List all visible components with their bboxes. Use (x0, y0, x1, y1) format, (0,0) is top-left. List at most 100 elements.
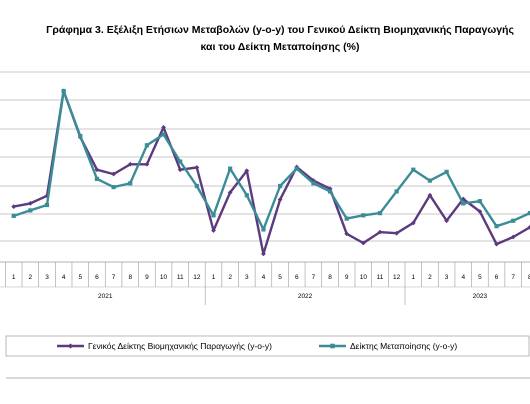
data-point (377, 211, 383, 216)
data-point (227, 190, 233, 195)
data-point (294, 166, 299, 171)
chart-title-line2: και του Δείκτη Μεταποίησης (%) (200, 41, 360, 53)
data-point (244, 193, 249, 198)
data-point (61, 88, 66, 94)
data-point (161, 132, 166, 137)
data-point (111, 171, 116, 177)
data-point (494, 224, 499, 229)
data-point (144, 161, 150, 167)
data-point (344, 216, 349, 221)
month-tick-label: 7 (511, 274, 515, 281)
data-point (444, 169, 449, 174)
month-tick-label: 3 (245, 274, 249, 281)
data-point (44, 202, 50, 208)
month-tick-label: 2 (228, 274, 232, 281)
month-tick-label: 8 (528, 274, 530, 281)
month-tick-label: 5 (478, 274, 482, 281)
data-point (211, 213, 216, 218)
data-point (510, 234, 516, 240)
month-tick-label: 7 (312, 274, 316, 281)
data-point (78, 133, 83, 139)
month-tick-label: 6 (495, 274, 499, 281)
data-point (444, 218, 449, 224)
data-point (161, 124, 166, 130)
month-tick-label: 10 (360, 274, 368, 281)
data-point (394, 189, 399, 194)
month-tick-label: 4 (62, 274, 66, 281)
legend-marker (67, 343, 74, 349)
month-tick-label: 3 (45, 274, 49, 281)
month-tick-label: 5 (278, 274, 282, 281)
data-point (211, 228, 216, 233)
data-point (261, 251, 266, 257)
legend-label-1: Γενικός Δείκτης Βιομηχανικής Παραγωγής (… (88, 341, 272, 351)
data-point (394, 230, 400, 236)
year-label: 2023 (473, 293, 488, 300)
month-tick-label: 5 (78, 274, 82, 281)
month-tick-label: 1 (212, 274, 216, 281)
data-point (278, 183, 283, 189)
data-point (144, 143, 149, 148)
month-tick-label: 9 (145, 274, 149, 281)
month-tick-label: 2 (428, 274, 432, 281)
month-tick-label: 8 (128, 274, 132, 281)
month-tick-label: 11 (377, 274, 384, 281)
gridlines (0, 71, 530, 242)
data-point (11, 204, 17, 210)
data-point (27, 200, 33, 206)
data-point (277, 197, 283, 202)
series-line-2 (13, 89, 530, 231)
data-point (511, 218, 516, 223)
data-point (111, 184, 116, 190)
legend-marker (330, 343, 335, 349)
month-tick-label: 2 (29, 274, 33, 281)
month-tick-label: 9 (345, 274, 349, 281)
data-point (177, 167, 183, 173)
data-point (477, 199, 482, 204)
data-point (228, 166, 233, 171)
data-point (194, 183, 199, 189)
year-label: 2022 (298, 293, 313, 300)
series-line-1 (13, 89, 530, 256)
month-tick-label: 4 (262, 274, 266, 281)
data-point (410, 220, 416, 226)
legend-label-2: Δείκτης Μεταποίησης (y-o-y) (350, 341, 457, 351)
month-tick-label: 7 (112, 274, 116, 281)
series-lines (11, 88, 530, 257)
month-tick-label: 12 (193, 274, 201, 281)
data-point (377, 229, 383, 235)
data-point (411, 167, 416, 172)
data-point (127, 161, 133, 167)
data-point (527, 224, 530, 230)
data-point (94, 167, 100, 173)
month-tick-label: 1 (12, 274, 16, 281)
data-point (494, 241, 499, 247)
data-point (94, 176, 100, 182)
chart-title-line1: Γράφημα 3. Εξέλιξη Ετήσιων Μεταβολών (y-… (46, 24, 514, 36)
data-point (28, 208, 33, 213)
x-axis: 1234567891011121234567891011121234567892… (0, 261, 530, 305)
data-point (360, 240, 366, 246)
month-tick-label: 4 (461, 274, 465, 281)
data-point (361, 213, 366, 218)
month-tick-label: 8 (328, 274, 332, 281)
data-point (527, 211, 530, 216)
chart-title: Γράφημα 3. Εξέλιξη Ετήσιων Μεταβολών (y-… (0, 22, 530, 56)
year-label: 2021 (98, 293, 113, 300)
month-tick-label: 10 (160, 274, 168, 281)
data-point (427, 192, 433, 198)
data-point (311, 181, 316, 186)
data-point (344, 231, 350, 237)
data-point (194, 165, 200, 170)
month-tick-label: 11 (177, 274, 184, 281)
month-tick-label: 12 (393, 274, 401, 281)
data-point (427, 178, 433, 183)
data-point (178, 159, 183, 164)
data-point (460, 196, 466, 202)
legend: Γενικός Δείκτης Βιομηχανικής Παραγωγής (… (5, 335, 530, 379)
month-tick-label: 3 (445, 274, 449, 281)
data-point (461, 201, 466, 206)
data-point (327, 189, 333, 194)
